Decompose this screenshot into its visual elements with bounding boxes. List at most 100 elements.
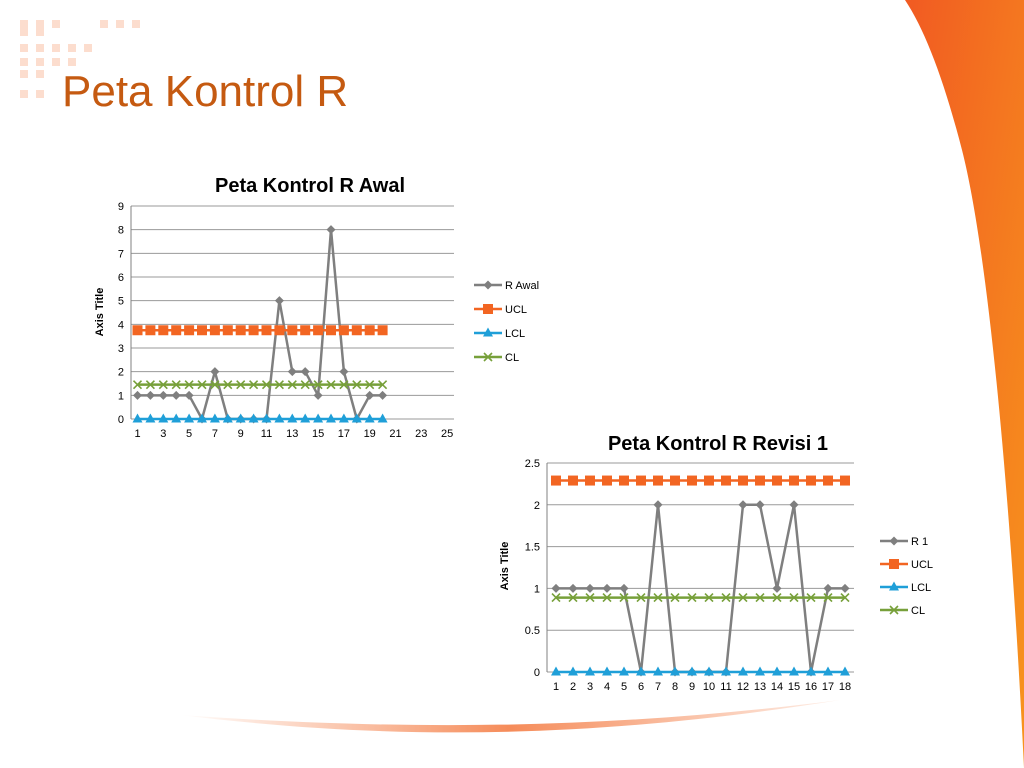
dot-decoration bbox=[36, 28, 44, 36]
data-point-marker bbox=[568, 475, 578, 486]
data-point-marker bbox=[806, 666, 816, 676]
data-point-marker bbox=[158, 380, 168, 390]
dot-decoration bbox=[36, 44, 44, 52]
data-point-marker bbox=[585, 593, 595, 603]
data-point-marker bbox=[738, 593, 748, 603]
dot-pattern-decoration bbox=[20, 20, 140, 98]
data-point-marker bbox=[222, 413, 233, 423]
data-point-marker bbox=[326, 325, 336, 336]
data-point-marker bbox=[789, 475, 799, 486]
data-point-marker bbox=[602, 593, 612, 603]
y-tick-label: 4 bbox=[118, 319, 124, 331]
data-point-marker bbox=[197, 380, 207, 390]
data-point-marker bbox=[755, 593, 765, 603]
data-point-marker bbox=[171, 413, 182, 423]
series-lcl bbox=[551, 666, 850, 676]
data-point-marker bbox=[823, 583, 833, 593]
x-tick-label: 18 bbox=[839, 681, 851, 693]
dot-decoration bbox=[36, 58, 44, 66]
data-point-marker bbox=[351, 413, 362, 423]
data-point-marker bbox=[339, 367, 349, 377]
data-point-marker bbox=[568, 593, 578, 603]
x-tick-label: 9 bbox=[689, 681, 695, 693]
data-point-marker bbox=[619, 593, 629, 603]
x-tick-label: 25 bbox=[441, 428, 453, 440]
data-point-marker bbox=[483, 304, 493, 314]
data-point-marker bbox=[313, 380, 323, 390]
y-tick-label: 8 bbox=[118, 225, 124, 237]
dot-decoration bbox=[52, 58, 60, 66]
data-point-marker bbox=[704, 593, 714, 603]
dot-decoration bbox=[36, 90, 44, 98]
data-point-marker bbox=[300, 380, 310, 390]
series-ucl bbox=[132, 325, 388, 336]
y-tick-label: 6 bbox=[118, 272, 124, 284]
data-point-marker bbox=[823, 593, 833, 603]
y-tick-label: 2 bbox=[118, 367, 124, 379]
data-point-marker bbox=[132, 325, 143, 336]
data-point-marker bbox=[274, 413, 285, 423]
data-point-marker bbox=[704, 666, 714, 676]
y-axis-title: Axis Title bbox=[499, 542, 511, 591]
data-point-marker bbox=[602, 583, 612, 593]
x-tick-label: 7 bbox=[655, 681, 661, 693]
dot-decoration bbox=[36, 70, 44, 78]
data-point-marker bbox=[653, 593, 663, 603]
data-point-marker bbox=[755, 475, 765, 486]
data-point-marker bbox=[377, 413, 388, 423]
series-lcl bbox=[132, 413, 388, 423]
data-point-marker bbox=[313, 325, 324, 336]
data-point-marker bbox=[806, 475, 816, 486]
data-point-marker bbox=[326, 380, 336, 390]
data-point-marker bbox=[687, 593, 697, 603]
data-point-marker bbox=[585, 666, 595, 676]
data-point-marker bbox=[158, 390, 168, 400]
chart-title: Peta Kontrol R Revisi 1 bbox=[608, 433, 828, 455]
data-point-marker bbox=[274, 325, 285, 336]
x-tick-label: 5 bbox=[621, 681, 627, 693]
data-point-marker bbox=[287, 325, 298, 336]
dot-decoration bbox=[20, 28, 28, 36]
dot-decoration bbox=[132, 20, 140, 28]
data-point-marker bbox=[619, 583, 629, 593]
legend-entry: CL bbox=[474, 352, 519, 364]
data-point-marker bbox=[287, 380, 297, 390]
data-point-marker bbox=[184, 380, 194, 390]
data-point-marker bbox=[721, 666, 731, 676]
x-tick-label: 23 bbox=[415, 428, 427, 440]
data-point-marker bbox=[223, 380, 233, 390]
data-point-marker bbox=[840, 475, 850, 486]
x-tick-label: 1 bbox=[134, 428, 140, 440]
data-point-marker bbox=[755, 666, 765, 676]
data-point-marker bbox=[823, 666, 833, 676]
x-tick-label: 9 bbox=[238, 428, 244, 440]
x-tick-label: 10 bbox=[703, 681, 715, 693]
data-point-marker bbox=[889, 559, 899, 569]
data-point-marker bbox=[653, 500, 663, 510]
y-tick-label: 0.5 bbox=[525, 625, 540, 637]
data-point-marker bbox=[248, 325, 259, 336]
x-tick-label: 19 bbox=[364, 428, 376, 440]
dot-decoration bbox=[20, 90, 28, 98]
data-point-marker bbox=[249, 380, 259, 390]
dot-decoration bbox=[116, 20, 124, 28]
x-tick-label: 13 bbox=[286, 428, 298, 440]
legend-label: CL bbox=[505, 352, 519, 364]
data-point-marker bbox=[670, 475, 680, 486]
data-point-marker bbox=[222, 325, 233, 336]
data-point-marker bbox=[248, 413, 259, 423]
data-point-marker bbox=[351, 325, 362, 336]
y-tick-label: 1 bbox=[534, 583, 540, 595]
data-point-marker bbox=[670, 666, 680, 676]
x-tick-label: 12 bbox=[737, 681, 749, 693]
data-point-marker bbox=[209, 325, 220, 336]
data-point-marker bbox=[585, 583, 595, 593]
data-point-marker bbox=[806, 593, 816, 603]
data-point-marker bbox=[236, 380, 246, 390]
data-point-marker bbox=[261, 380, 272, 390]
data-point-marker bbox=[653, 666, 663, 676]
x-tick-label: 8 bbox=[672, 681, 678, 693]
data-point-marker bbox=[789, 666, 799, 676]
x-tick-label: 21 bbox=[389, 428, 401, 440]
